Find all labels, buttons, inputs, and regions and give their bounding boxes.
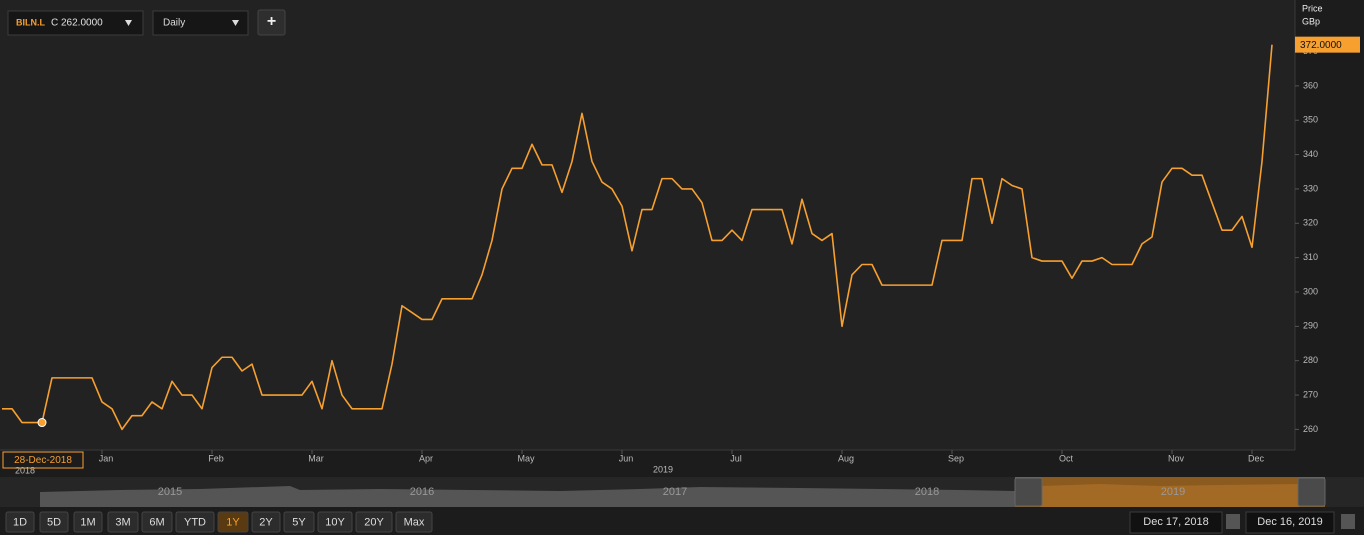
close-label: C 262.0000 bbox=[51, 18, 103, 29]
range-button-label: 1D bbox=[13, 516, 27, 528]
range-button-label: 3M bbox=[115, 516, 130, 528]
navigator-year: 2018 bbox=[915, 486, 939, 498]
x-tick-label: Jul bbox=[730, 453, 742, 463]
range-button[interactable] bbox=[395, 511, 433, 533]
x-tick-label: Jan bbox=[99, 453, 114, 463]
symbol: BILN.L bbox=[16, 17, 45, 27]
range-button-label: 10Y bbox=[325, 516, 345, 528]
range-button[interactable] bbox=[317, 511, 353, 533]
navigator-handle[interactable] bbox=[1014, 477, 1043, 507]
dropdown-arrow bbox=[232, 20, 239, 26]
date-box[interactable] bbox=[1245, 511, 1335, 534]
navigator-area bbox=[1040, 484, 1300, 507]
range-button[interactable] bbox=[175, 511, 215, 533]
y-tick-label: 280 bbox=[1303, 355, 1318, 365]
date-box[interactable] bbox=[1129, 511, 1223, 534]
range-button-label: 5D bbox=[47, 516, 61, 528]
y-tick-label: 300 bbox=[1303, 286, 1318, 296]
range-button[interactable] bbox=[283, 511, 315, 533]
y-tick-label: 350 bbox=[1303, 115, 1318, 125]
range-button-label: 5Y bbox=[292, 516, 306, 528]
range-button[interactable] bbox=[141, 511, 173, 533]
range-button-label: YTD bbox=[184, 516, 206, 528]
last-value-label: 372.0000 bbox=[1300, 40, 1342, 51]
interval-box[interactable] bbox=[152, 10, 249, 36]
range-button[interactable] bbox=[73, 511, 103, 533]
range-button[interactable] bbox=[39, 511, 69, 533]
year-label: 2019 bbox=[653, 464, 673, 474]
navigator-area bbox=[40, 486, 1015, 507]
y-tick-label: 320 bbox=[1303, 218, 1318, 228]
range-button[interactable] bbox=[5, 511, 35, 533]
year-label: 2018 bbox=[15, 465, 35, 475]
y-tick-label: 310 bbox=[1303, 252, 1318, 262]
calendar-icon[interactable] bbox=[1226, 514, 1240, 529]
y-tick-label: 260 bbox=[1303, 424, 1318, 434]
last-value-tag bbox=[1295, 36, 1360, 53]
range-button-label: Max bbox=[404, 516, 425, 528]
y-tick-label: 290 bbox=[1303, 321, 1318, 331]
crosshair-label: 28-Dec-2018 bbox=[14, 455, 72, 466]
x-tick-label: Dec bbox=[1248, 453, 1265, 463]
range-button-label: 2Y bbox=[259, 516, 273, 528]
navigator-year: 2019 bbox=[1161, 486, 1185, 498]
axis-title: Price bbox=[1302, 3, 1323, 13]
range-button[interactable] bbox=[217, 511, 249, 533]
calendar-icon[interactable] bbox=[1341, 514, 1355, 529]
x-tick-label: Feb bbox=[208, 453, 224, 463]
navigator-year: 2017 bbox=[663, 486, 687, 498]
range-button[interactable] bbox=[107, 511, 139, 533]
x-tick-label: Apr bbox=[419, 453, 433, 463]
date-start: Dec 17, 2018 bbox=[1143, 516, 1208, 528]
navigator-year: 2015 bbox=[158, 486, 182, 498]
y-tick-label: 330 bbox=[1303, 183, 1318, 193]
x-tick-label: Sep bbox=[948, 453, 964, 463]
x-tick-label: Aug bbox=[838, 453, 854, 463]
range-button-label: 6M bbox=[149, 516, 164, 528]
range-button[interactable] bbox=[355, 511, 393, 533]
axis-unit: GBp bbox=[1302, 16, 1320, 26]
interval: Daily bbox=[163, 18, 185, 29]
x-tick-label: May bbox=[517, 453, 535, 463]
y-tick-label: 360 bbox=[1303, 80, 1318, 90]
x-tick-label: Jun bbox=[619, 453, 634, 463]
plot-area bbox=[0, 0, 1295, 450]
range-button-label: 1M bbox=[80, 516, 95, 528]
y-tick-label: 340 bbox=[1303, 149, 1318, 159]
range-button-label: 1Y bbox=[226, 516, 240, 528]
navigator-handle[interactable] bbox=[1297, 477, 1326, 507]
crosshair-point bbox=[37, 418, 47, 428]
symbol-box[interactable] bbox=[7, 10, 144, 36]
x-tick-label: Oct bbox=[1059, 453, 1074, 463]
add-icon: + bbox=[267, 13, 276, 30]
x-tick-label: Mar bbox=[308, 453, 324, 463]
range-button[interactable] bbox=[251, 511, 281, 533]
add-button[interactable] bbox=[257, 9, 286, 36]
price-line bbox=[2, 44, 1273, 431]
x-tick-label: Nov bbox=[1168, 453, 1185, 463]
navigator-year: 2016 bbox=[410, 486, 434, 498]
y-tick-label: 270 bbox=[1303, 389, 1318, 399]
dropdown-arrow bbox=[125, 20, 132, 26]
date-end: Dec 16, 2019 bbox=[1257, 516, 1322, 528]
range-button-label: 20Y bbox=[364, 516, 384, 528]
crosshair-label-box bbox=[2, 451, 84, 469]
